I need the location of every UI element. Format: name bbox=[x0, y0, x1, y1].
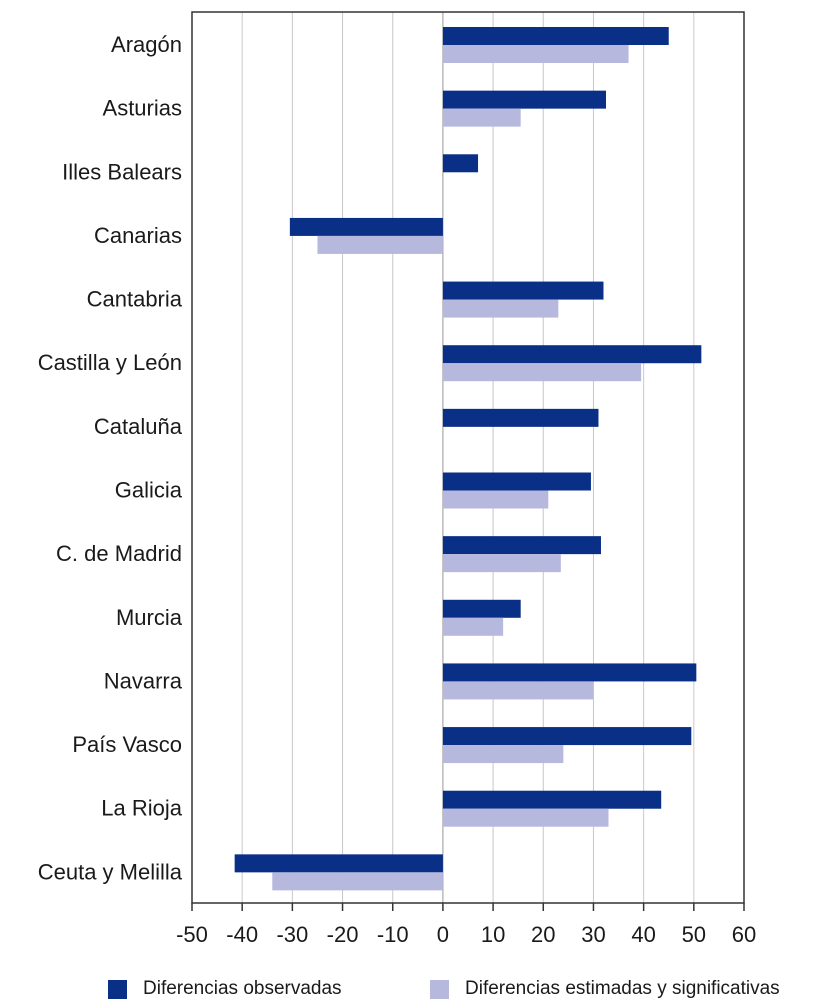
category-label: Murcia bbox=[116, 605, 183, 630]
bar-estimated bbox=[442, 363, 642, 382]
bar-chart: Aragón Asturias Illes Balears Canarias Canta… bbox=[38, 11, 756, 947]
category-label: Galicia bbox=[115, 478, 183, 503]
x-tick-label: -40 bbox=[226, 922, 258, 947]
bar-observed bbox=[234, 854, 443, 873]
bar-observed bbox=[442, 345, 702, 364]
x-tick-label: 30 bbox=[581, 922, 605, 947]
bars bbox=[234, 27, 702, 891]
bar-estimated bbox=[442, 554, 561, 573]
bar-observed bbox=[442, 663, 697, 682]
plot-frame bbox=[191, 11, 745, 904]
bar-estimated bbox=[317, 235, 443, 254]
legend-swatch-estimated bbox=[430, 979, 449, 999]
legend-swatch-observed bbox=[108, 979, 127, 999]
category-label: Canarias bbox=[94, 223, 182, 248]
category-label: Castilla y León bbox=[38, 350, 182, 375]
category-label: Ceuta y Melilla bbox=[38, 859, 183, 884]
bar-estimated bbox=[442, 45, 629, 63]
bar-estimated bbox=[272, 872, 443, 891]
x-tick-label: 40 bbox=[631, 922, 655, 947]
bar-estimated bbox=[442, 299, 559, 318]
x-tick-label: 20 bbox=[531, 922, 555, 947]
category-label: Illes Balears bbox=[62, 159, 182, 184]
bar-observed bbox=[442, 599, 521, 618]
category-label: C. de Madrid bbox=[56, 541, 182, 566]
x-tick-label: 10 bbox=[481, 922, 505, 947]
category-label: La Rioja bbox=[101, 796, 182, 821]
legend-item-estimated: Diferencias estimadas y significativas bbox=[430, 978, 780, 1000]
category-labels: Aragón Asturias Illes Balears Canarias Canta… bbox=[38, 32, 183, 884]
bar-observed bbox=[442, 90, 606, 109]
bar-estimated bbox=[442, 490, 549, 509]
bar-observed bbox=[442, 281, 604, 300]
bar-estimated bbox=[442, 681, 594, 700]
x-tick-label: -50 bbox=[176, 922, 208, 947]
category-label: Cantabria bbox=[87, 287, 183, 312]
x-tick-label: -10 bbox=[377, 922, 409, 947]
x-tick-label: 0 bbox=[437, 922, 449, 947]
category-label: Navarra bbox=[104, 668, 183, 693]
x-tick-label: 60 bbox=[732, 922, 756, 947]
bar-observed bbox=[442, 27, 669, 45]
bar-estimated bbox=[442, 808, 609, 827]
bar-observed bbox=[442, 536, 601, 555]
category-label: Aragón bbox=[111, 32, 182, 57]
bar-observed bbox=[442, 408, 599, 427]
x-tick-label: -30 bbox=[276, 922, 308, 947]
bar-observed bbox=[442, 472, 591, 491]
legend-label-observed: Diferencias observadas bbox=[143, 978, 342, 999]
bar-estimated bbox=[442, 745, 564, 764]
bar-observed bbox=[289, 217, 443, 236]
gridlines bbox=[241, 12, 695, 903]
x-tick-label: -20 bbox=[327, 922, 359, 947]
x-axis-ticks: -50 -40 -30 -20 -10 0 10 20 30 40 50 60 bbox=[176, 903, 756, 947]
bar-estimated bbox=[442, 108, 521, 127]
category-label: Asturias bbox=[103, 96, 182, 121]
bar-observed bbox=[442, 790, 662, 809]
legend-label-estimated: Diferencias estimadas y significativas bbox=[465, 978, 780, 999]
legend: Diferencias observadas Diferencias estim… bbox=[0, 978, 836, 1004]
category-label: País Vasco bbox=[72, 732, 182, 757]
bar-estimated bbox=[442, 617, 504, 636]
category-label: Cataluña bbox=[94, 414, 183, 439]
bar-observed bbox=[442, 154, 479, 173]
legend-item-observed: Diferencias observadas bbox=[108, 978, 342, 1000]
bar-observed bbox=[442, 727, 692, 746]
x-tick-label: 50 bbox=[682, 922, 706, 947]
